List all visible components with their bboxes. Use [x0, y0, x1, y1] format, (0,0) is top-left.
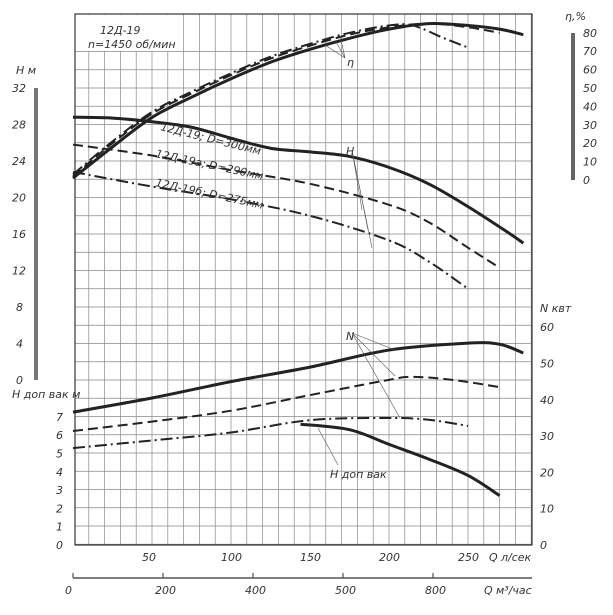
h-tick-label: 24	[12, 155, 26, 168]
x2-axis-q: Q	[484, 584, 493, 597]
annotation-n: N	[346, 330, 354, 343]
curves	[72, 21, 525, 497]
h-tick-label: 0	[16, 374, 23, 387]
annotation-leaders	[317, 35, 401, 466]
x-tick-label: 200	[379, 551, 400, 564]
x2-tick-label: 0	[65, 584, 72, 597]
eta-tick-label: 10	[583, 156, 597, 169]
n-axis-label: N квт	[540, 302, 572, 315]
hdop-tick-label: 7	[56, 411, 63, 424]
grid	[74, 13, 533, 546]
x2-axis-label: м³/час	[496, 584, 532, 597]
plot-frame	[74, 13, 533, 546]
n-tick-label: 40	[540, 394, 554, 407]
h-tick-label: 32	[12, 82, 26, 95]
h-tick-label: 8	[16, 301, 23, 314]
eta-tick-label: 70	[583, 45, 597, 58]
eta-tick-label: 20	[583, 137, 597, 150]
x-tick-label: 100	[221, 551, 242, 564]
x2-tick-label: 400	[245, 584, 266, 597]
x-tick-label: 250	[458, 551, 479, 564]
series-h-2	[72, 170, 469, 290]
n-tick-label: 60	[540, 321, 554, 334]
title-box	[76, 15, 171, 51]
series-eta-4	[72, 22, 500, 178]
h-axis-bar	[34, 88, 38, 380]
n-tick-label: 0	[540, 539, 547, 552]
annotation-eta: η	[347, 56, 354, 69]
series-eta-5	[72, 23, 469, 176]
x-axis-q: Q	[489, 551, 498, 564]
series-n-8	[72, 416, 469, 450]
eta-tick-label: 80	[583, 27, 597, 40]
hdop-tick-label: 1	[56, 521, 63, 534]
annotation-hdop: H доп вак	[330, 468, 387, 481]
eta-tick-label: 50	[583, 82, 597, 95]
h-axis-label: H м	[16, 64, 36, 77]
series-n-6	[72, 341, 524, 414]
eta-axis-label: η,%	[565, 10, 586, 23]
hdop-axis-label: H доп вак м	[12, 388, 80, 401]
series-h-0	[72, 115, 525, 245]
eta-tick-label: 40	[583, 100, 597, 113]
x2-tick-label: 800	[425, 584, 446, 597]
x2-tick-label: 200	[155, 584, 176, 597]
eta-axis-bar	[571, 33, 575, 180]
hdop-tick-label: 5	[56, 448, 63, 461]
series-n-7	[72, 375, 500, 433]
h-tick-label: 20	[12, 192, 26, 205]
x-tick-label: 150	[300, 551, 321, 564]
n-tick-label: 10	[540, 503, 554, 516]
eta-tick-label: 30	[583, 119, 597, 132]
h-tick-label: 4	[16, 338, 23, 351]
h-tick-label: 16	[12, 228, 26, 241]
hdop-tick-label: 6	[56, 429, 63, 442]
x2-tick-label: 500	[335, 584, 356, 597]
n-tick-label: 30	[540, 430, 554, 443]
hdop-tick-label: 3	[56, 484, 63, 497]
hdop-tick-label: 0	[56, 539, 63, 552]
eta-tick-label: 0	[583, 174, 590, 187]
series-hdop-9	[300, 422, 501, 497]
n-tick-label: 20	[540, 466, 554, 479]
series-h-1	[72, 143, 501, 269]
n-tick-label: 50	[540, 358, 554, 371]
h-tick-label: 28	[12, 119, 26, 132]
annotation-h: H	[346, 145, 354, 158]
chart-title: 12Д-19	[100, 24, 141, 37]
x-tick-label: 50	[142, 551, 156, 564]
hdop-tick-label: 4	[56, 466, 63, 479]
label-d275: 12Д-19б; D=275мм	[154, 176, 264, 212]
x-axis-label: л/сек	[500, 551, 532, 564]
series-eta-3	[72, 21, 524, 180]
chart-subtitle: n=1450 об/мин	[88, 38, 176, 51]
h-tick-label: 12	[12, 265, 26, 278]
hdop-tick-label: 2	[56, 502, 63, 515]
eta-tick-label: 60	[583, 64, 597, 77]
